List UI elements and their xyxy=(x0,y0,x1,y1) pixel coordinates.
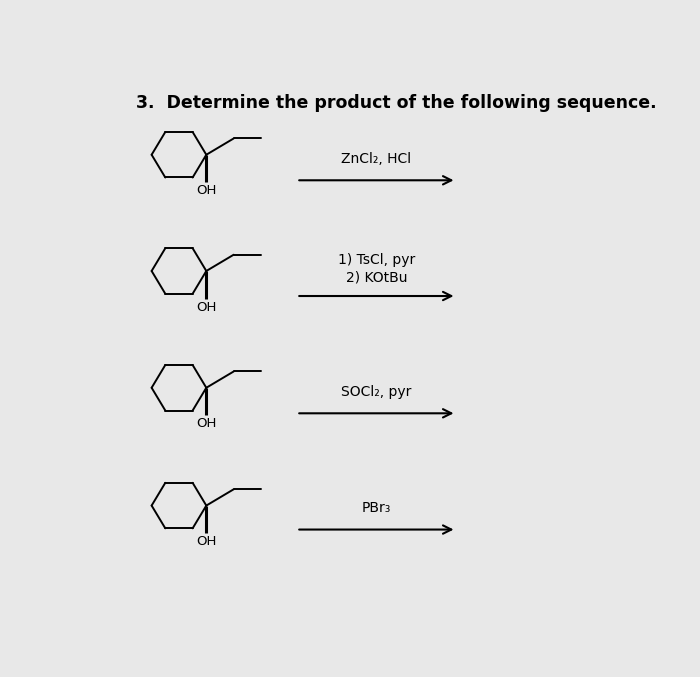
Text: OH: OH xyxy=(196,184,216,197)
Text: SOCl₂, pyr: SOCl₂, pyr xyxy=(341,385,412,399)
Text: OH: OH xyxy=(196,301,216,313)
Text: 2) KOtBu: 2) KOtBu xyxy=(346,271,407,284)
Text: PBr₃: PBr₃ xyxy=(362,501,391,515)
Text: 3.  Determine the product of the following sequence.: 3. Determine the product of the followin… xyxy=(136,94,657,112)
Text: OH: OH xyxy=(196,417,216,431)
Text: ZnCl₂, HCl: ZnCl₂, HCl xyxy=(342,152,412,166)
Text: 1) TsCl, pyr: 1) TsCl, pyr xyxy=(338,253,415,267)
Text: OH: OH xyxy=(196,535,216,548)
